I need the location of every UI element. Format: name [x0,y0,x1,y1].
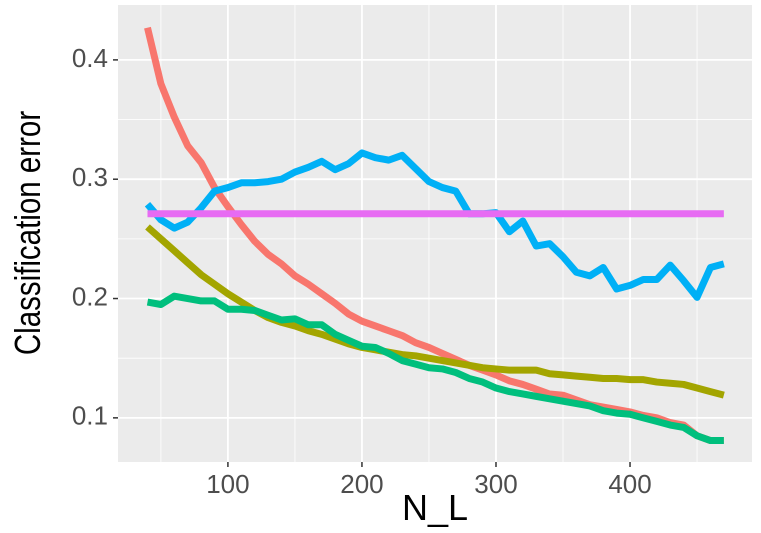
x-tick-label: 300 [474,469,517,499]
lines [144,26,725,445]
y-tick-label: 0.4 [72,43,108,73]
y-tick-label: 0.3 [72,162,108,192]
ticks: 100 200 300 400 0.1 0.2 0.3 0.4 [72,43,652,499]
x-tick-label: 400 [608,469,651,499]
panel [118,5,752,462]
y-tick-label: 0.2 [72,281,108,311]
x-tick-label: 100 [206,469,249,499]
y-tick-label: 0.1 [72,401,108,431]
x-axis-title: N_L [402,487,468,528]
x-tick-label: 200 [340,469,383,499]
series-line [145,224,725,399]
series-line [146,292,724,445]
y-axis-title: Classification error [7,111,47,355]
series-line [144,149,725,301]
